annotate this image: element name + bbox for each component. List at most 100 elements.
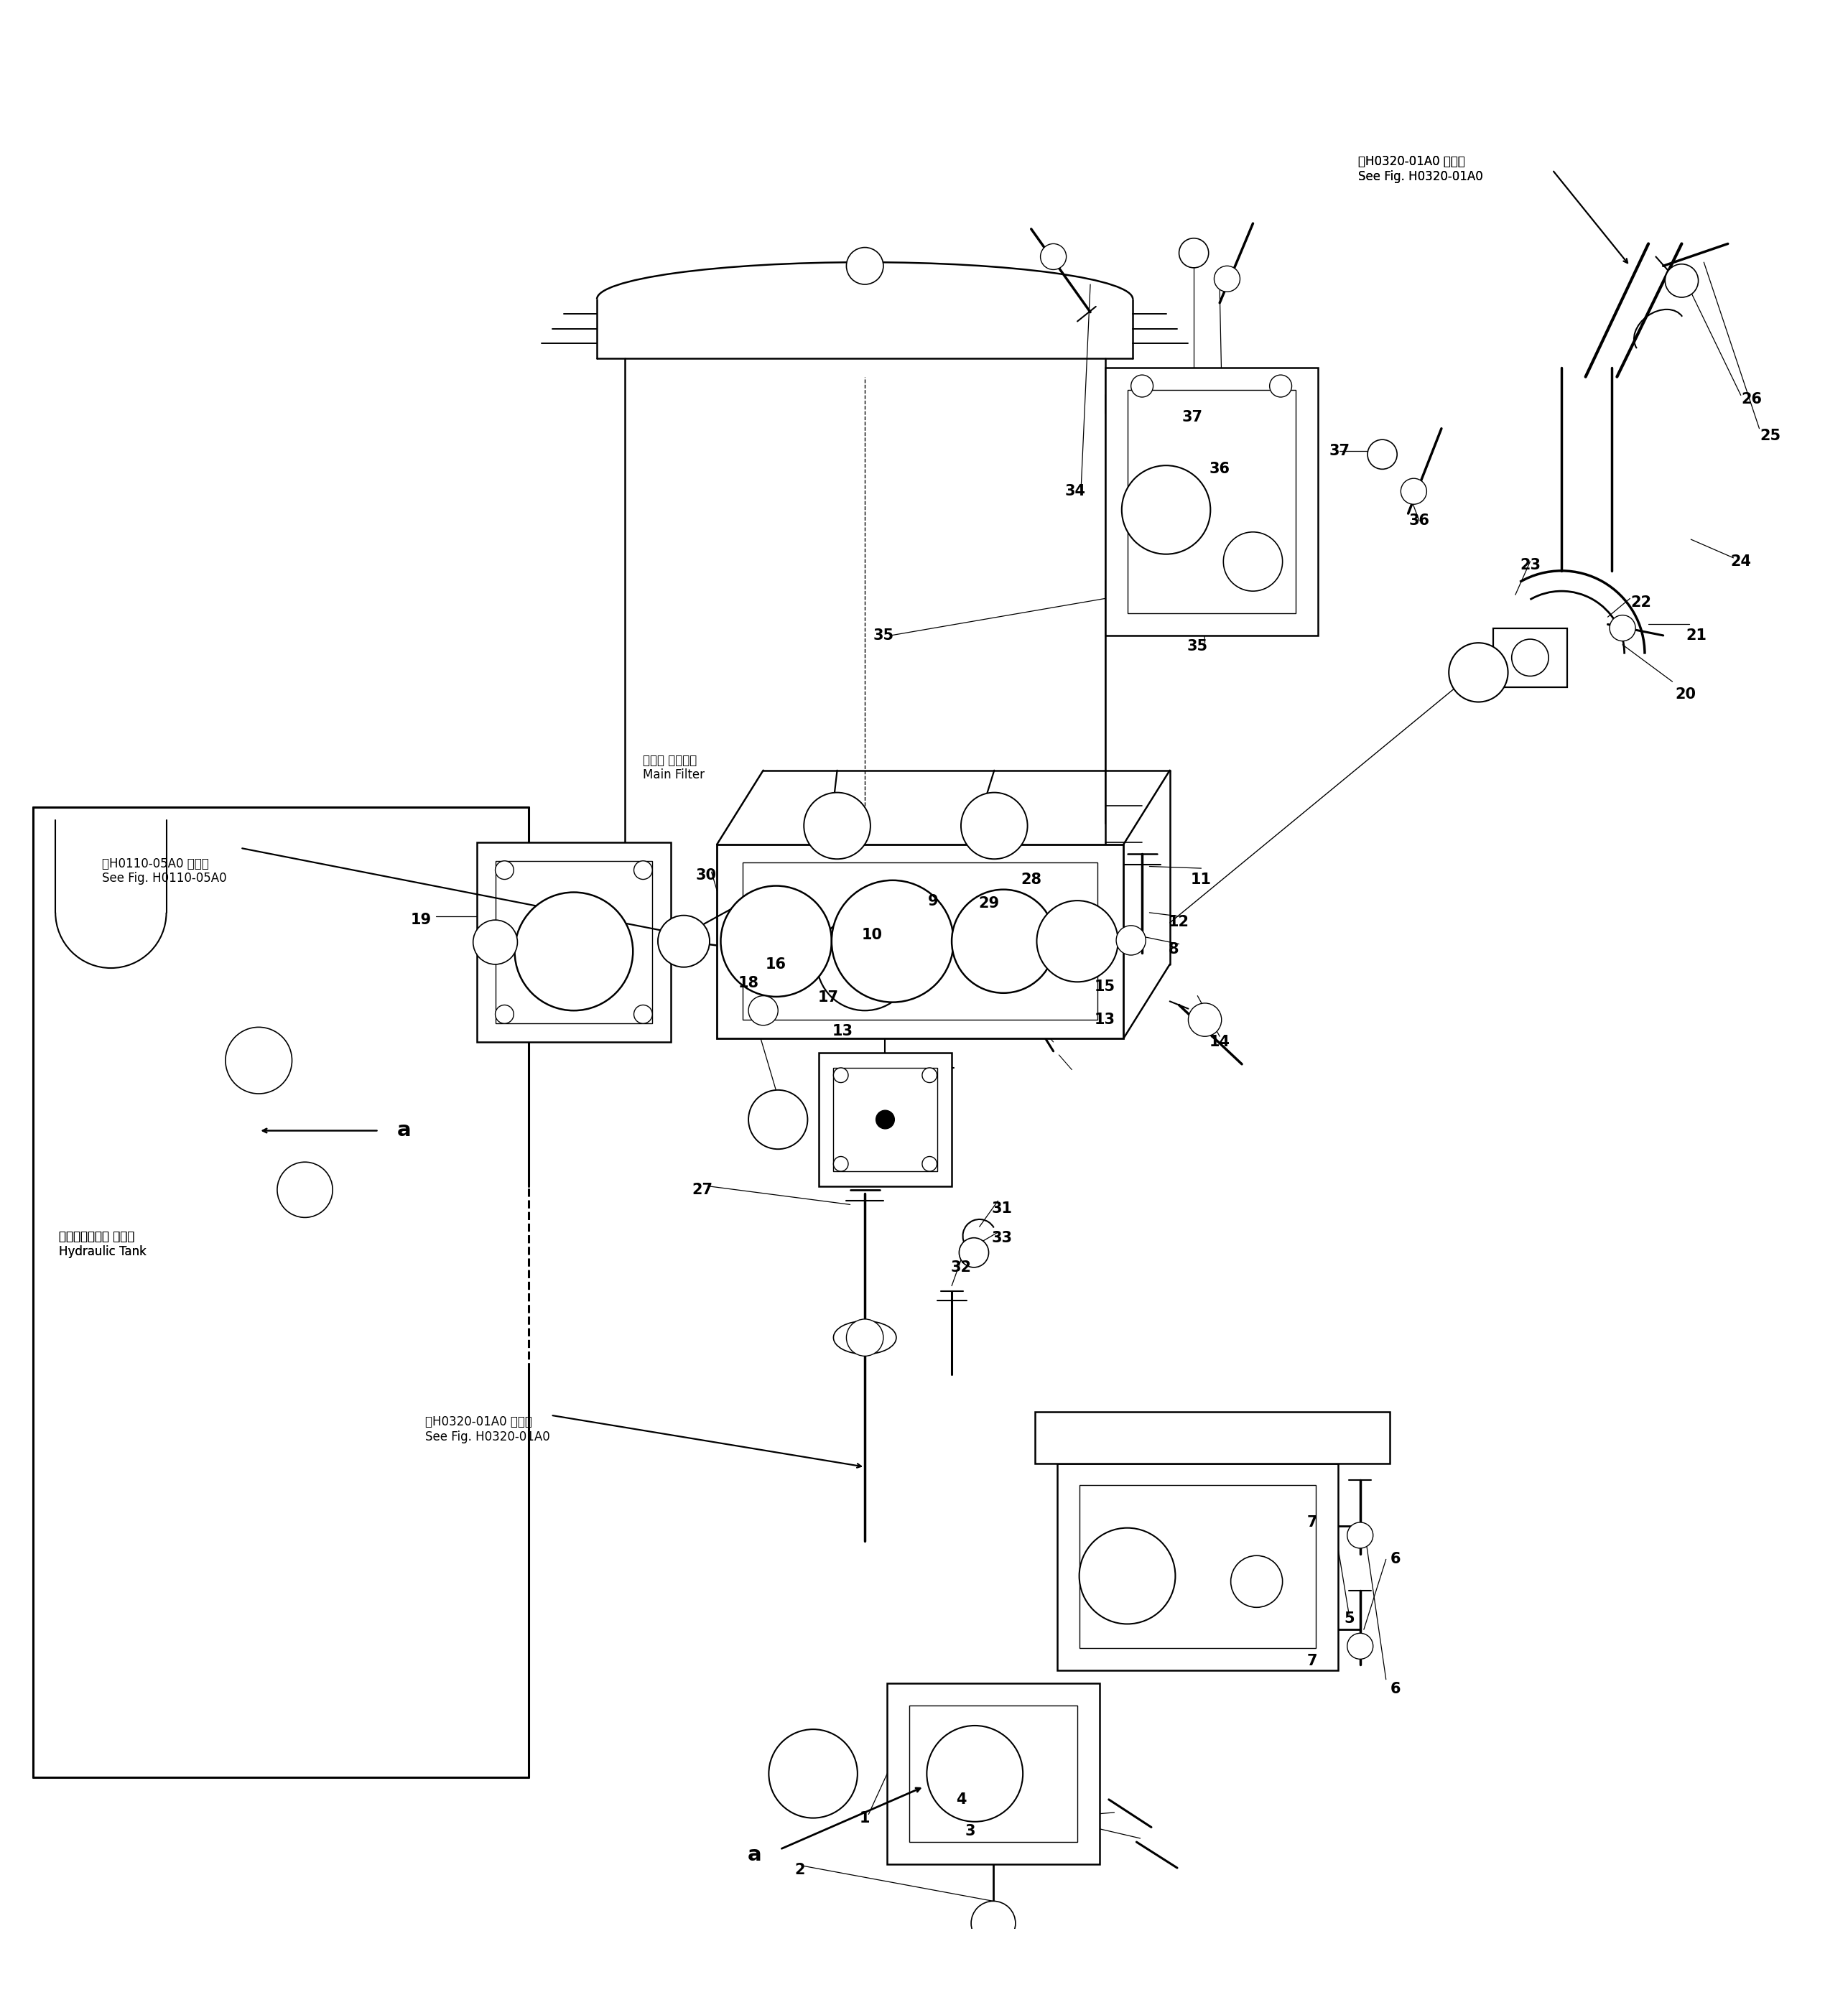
Bar bbox=[495, 860, 652, 1023]
Circle shape bbox=[634, 860, 652, 878]
Circle shape bbox=[495, 1005, 514, 1023]
Text: 37: 37 bbox=[1329, 444, 1351, 458]
Circle shape bbox=[1231, 1556, 1283, 1608]
Text: 32: 32 bbox=[950, 1260, 972, 1274]
Text: 23: 23 bbox=[1519, 559, 1541, 573]
Text: 17: 17 bbox=[817, 991, 839, 1005]
Text: 3: 3 bbox=[965, 1823, 976, 1837]
Text: メイン フィルタ
Main Filter: メイン フィルタ Main Filter bbox=[643, 754, 704, 782]
Text: 2: 2 bbox=[795, 1863, 806, 1877]
Ellipse shape bbox=[833, 1321, 896, 1355]
Circle shape bbox=[876, 1110, 894, 1130]
Text: 第H0320-01A0 図参照
See Fig. H0320-01A0: 第H0320-01A0 図参照 See Fig. H0320-01A0 bbox=[1358, 155, 1484, 183]
Circle shape bbox=[922, 1067, 937, 1083]
Text: 24: 24 bbox=[1730, 555, 1752, 569]
Text: 19: 19 bbox=[410, 913, 432, 927]
Text: 31: 31 bbox=[991, 1202, 1013, 1216]
Text: 7: 7 bbox=[1307, 1654, 1318, 1668]
Text: 37: 37 bbox=[1181, 410, 1203, 424]
Bar bbox=[909, 1704, 1077, 1841]
Circle shape bbox=[1179, 239, 1209, 267]
Text: a: a bbox=[397, 1122, 412, 1142]
Text: 36: 36 bbox=[1408, 515, 1430, 529]
Bar bbox=[1079, 1485, 1316, 1648]
Text: 26: 26 bbox=[1741, 392, 1763, 406]
Text: 14: 14 bbox=[1209, 1035, 1231, 1049]
Text: 35: 35 bbox=[1186, 639, 1209, 653]
Bar bbox=[833, 1067, 937, 1172]
Text: 35: 35 bbox=[872, 629, 894, 643]
Text: 11: 11 bbox=[1190, 872, 1212, 886]
Text: 13: 13 bbox=[1094, 1013, 1116, 1027]
Bar bbox=[1493, 627, 1567, 687]
Text: 30: 30 bbox=[695, 868, 717, 882]
Circle shape bbox=[1188, 1003, 1222, 1037]
Text: 6: 6 bbox=[1390, 1682, 1401, 1696]
Bar bbox=[819, 1053, 952, 1186]
Bar bbox=[1057, 1463, 1338, 1670]
Circle shape bbox=[970, 1901, 1015, 1946]
Bar bbox=[743, 862, 1098, 1019]
Text: a: a bbox=[747, 1845, 761, 1865]
Circle shape bbox=[1037, 900, 1118, 983]
Text: 5: 5 bbox=[1343, 1612, 1355, 1626]
Circle shape bbox=[495, 860, 514, 878]
Bar bbox=[1035, 1411, 1390, 1463]
Bar bbox=[887, 1682, 1100, 1863]
Circle shape bbox=[1131, 376, 1153, 398]
Circle shape bbox=[1079, 1528, 1175, 1624]
Text: 20: 20 bbox=[1674, 687, 1696, 701]
Circle shape bbox=[833, 1067, 848, 1083]
Text: 第H0110-05A0 図参照
See Fig. H0110-05A0: 第H0110-05A0 図参照 See Fig. H0110-05A0 bbox=[102, 856, 225, 884]
Bar bbox=[1127, 390, 1295, 613]
Text: ハイドロリック タンク
Hydraulic Tank: ハイドロリック タンク Hydraulic Tank bbox=[59, 1230, 146, 1258]
Text: 21: 21 bbox=[1685, 629, 1708, 643]
Circle shape bbox=[817, 915, 913, 1011]
Circle shape bbox=[658, 915, 710, 967]
Text: 9: 9 bbox=[928, 894, 939, 909]
Circle shape bbox=[846, 247, 883, 283]
Circle shape bbox=[1665, 263, 1698, 297]
Circle shape bbox=[1223, 533, 1283, 591]
Text: ハイドロリック タンク
Hydraulic Tank: ハイドロリック タンク Hydraulic Tank bbox=[59, 1230, 146, 1258]
Circle shape bbox=[277, 1162, 333, 1218]
Circle shape bbox=[926, 1727, 1022, 1821]
Circle shape bbox=[1347, 1522, 1373, 1548]
Circle shape bbox=[769, 1729, 857, 1817]
Text: 34: 34 bbox=[1064, 484, 1087, 498]
Circle shape bbox=[225, 1027, 292, 1093]
Text: 18: 18 bbox=[737, 975, 760, 991]
Text: 12: 12 bbox=[1168, 915, 1190, 929]
Circle shape bbox=[1512, 639, 1549, 675]
Circle shape bbox=[922, 1156, 937, 1172]
Circle shape bbox=[514, 892, 632, 1011]
Circle shape bbox=[1449, 643, 1508, 701]
Circle shape bbox=[473, 921, 517, 965]
Text: 15: 15 bbox=[1094, 979, 1116, 993]
Text: 8: 8 bbox=[1168, 943, 1179, 957]
Circle shape bbox=[1347, 1634, 1373, 1658]
Text: 7: 7 bbox=[1307, 1516, 1318, 1530]
Circle shape bbox=[1401, 478, 1427, 505]
Text: 13: 13 bbox=[832, 1023, 854, 1037]
Circle shape bbox=[832, 880, 954, 1003]
Text: 33: 33 bbox=[991, 1230, 1013, 1244]
Circle shape bbox=[961, 792, 1027, 858]
Text: 4: 4 bbox=[955, 1793, 967, 1807]
Text: 10: 10 bbox=[861, 927, 883, 943]
Bar bbox=[717, 844, 1124, 1039]
Text: 6: 6 bbox=[1390, 1552, 1401, 1566]
Circle shape bbox=[748, 1089, 808, 1150]
Text: 25: 25 bbox=[1759, 428, 1781, 442]
Circle shape bbox=[804, 792, 870, 858]
Circle shape bbox=[634, 1005, 652, 1023]
Circle shape bbox=[1270, 376, 1292, 398]
Text: 22: 22 bbox=[1630, 595, 1652, 609]
Circle shape bbox=[1368, 440, 1397, 468]
Circle shape bbox=[959, 1238, 989, 1268]
Text: 第H0320-01A0 図参照
See Fig. H0320-01A0: 第H0320-01A0 図参照 See Fig. H0320-01A0 bbox=[1358, 155, 1484, 183]
Circle shape bbox=[833, 1156, 848, 1172]
Circle shape bbox=[1214, 265, 1240, 291]
Circle shape bbox=[846, 1319, 883, 1357]
Text: 第H0320-01A0 図参照
See Fig. H0320-01A0: 第H0320-01A0 図参照 See Fig. H0320-01A0 bbox=[425, 1415, 551, 1443]
